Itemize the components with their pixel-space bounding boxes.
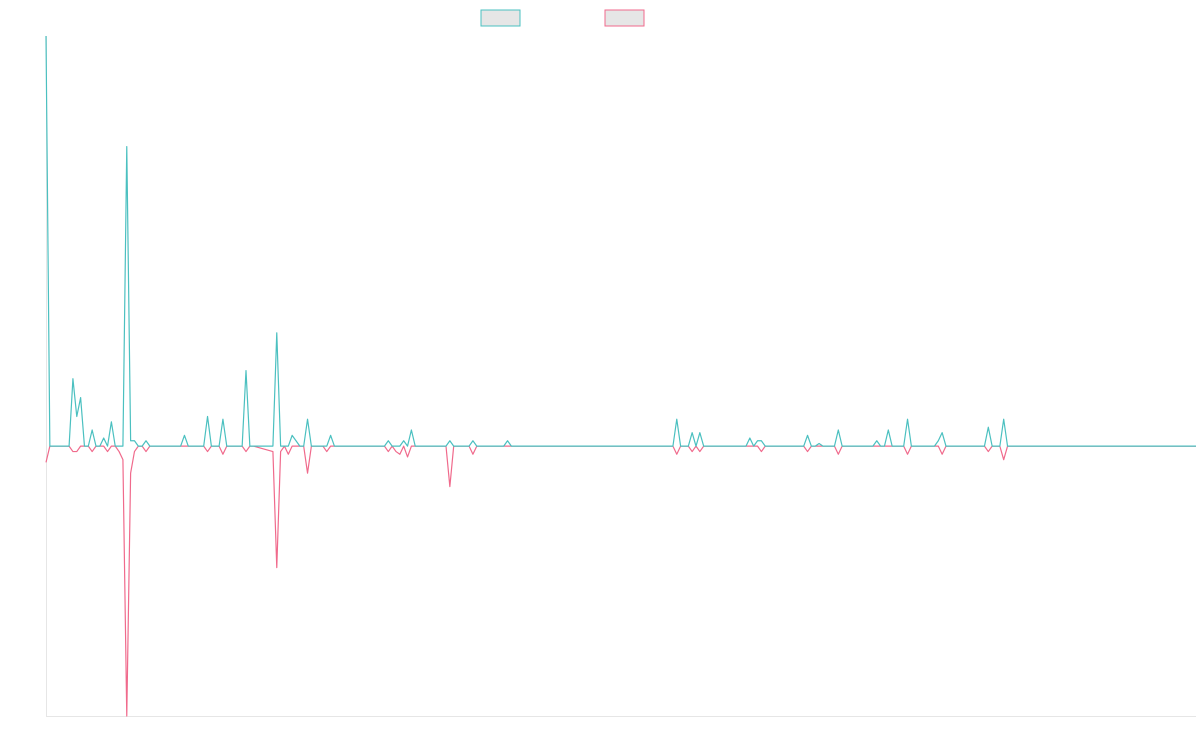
- series-b-line[interactable]: [45, 445, 1196, 717]
- series-a-line[interactable]: [45, 35, 1196, 447]
- legend-swatch-series-b[interactable]: [604, 9, 645, 27]
- series-layer: [45, 35, 1196, 717]
- legend: [480, 9, 645, 27]
- legend-swatch-series-a[interactable]: [480, 9, 521, 27]
